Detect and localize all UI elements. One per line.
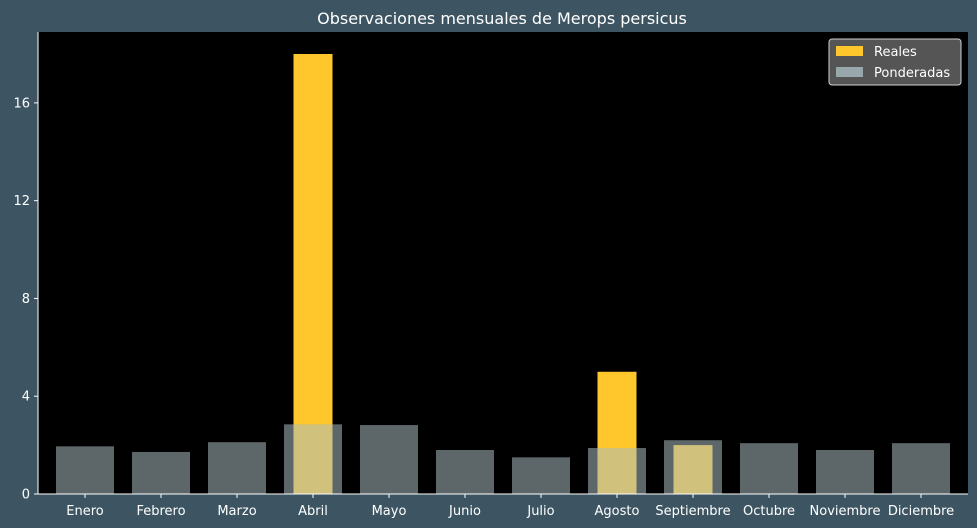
y-tick-label: 12 [13, 194, 30, 209]
x-tick-label: Mayo [372, 504, 407, 519]
bar-ponderadas-agosto [588, 448, 646, 494]
bar-ponderadas-abril [284, 424, 342, 494]
x-tick-label: Abril [298, 504, 328, 519]
bar-ponderadas-julio [512, 457, 570, 494]
bar-ponderadas-octubre [740, 443, 798, 494]
x-tick-label: Octubre [743, 504, 795, 519]
legend-swatch-reales [836, 46, 863, 56]
bar-ponderadas-junio [436, 450, 494, 494]
x-tick-label: Noviembre [810, 504, 881, 519]
bar-ponderadas-septiembre [664, 440, 722, 494]
y-tick-label: 8 [22, 292, 30, 307]
x-tick-label: Diciembre [888, 504, 954, 519]
x-tick-label: Julio [526, 504, 554, 519]
bar-ponderadas-febrero [132, 451, 190, 494]
chart-title: Observaciones mensuales de Merops persic… [317, 9, 687, 28]
bar-ponderadas-diciembre [892, 443, 950, 494]
y-tick-label: 4 [22, 390, 30, 405]
legend-label-ponderadas: Ponderadas [874, 66, 950, 81]
bar-reales-abril [293, 54, 333, 494]
bar-ponderadas-marzo [208, 442, 266, 494]
x-tick-label: Enero [66, 504, 104, 519]
x-tick-label: Septiembre [655, 504, 730, 519]
y-tick-label: 0 [22, 488, 30, 503]
x-axis: Enero Febrero Marzo Abril Mayo Junio Julio Agos… [38, 493, 968, 519]
bar-ponderadas-noviembre [816, 450, 874, 494]
legend-label-reales: Reales [874, 45, 917, 60]
legend-swatch-ponderadas [836, 67, 863, 77]
x-tick-label: Marzo [217, 504, 256, 519]
bar-ponderadas-mayo [360, 425, 418, 494]
x-tick-label: Febrero [136, 504, 185, 519]
y-tick-label: 16 [13, 96, 30, 111]
plot-area [38, 32, 968, 494]
bars-layer [56, 54, 950, 494]
legend: Reales Ponderadas [828, 38, 962, 86]
y-axis: 0 4 8 12 16 [13, 32, 39, 503]
bar-ponderadas-enero [56, 446, 114, 494]
x-tick-label: Agosto [595, 504, 640, 519]
x-tick-label: Junio [448, 504, 481, 519]
